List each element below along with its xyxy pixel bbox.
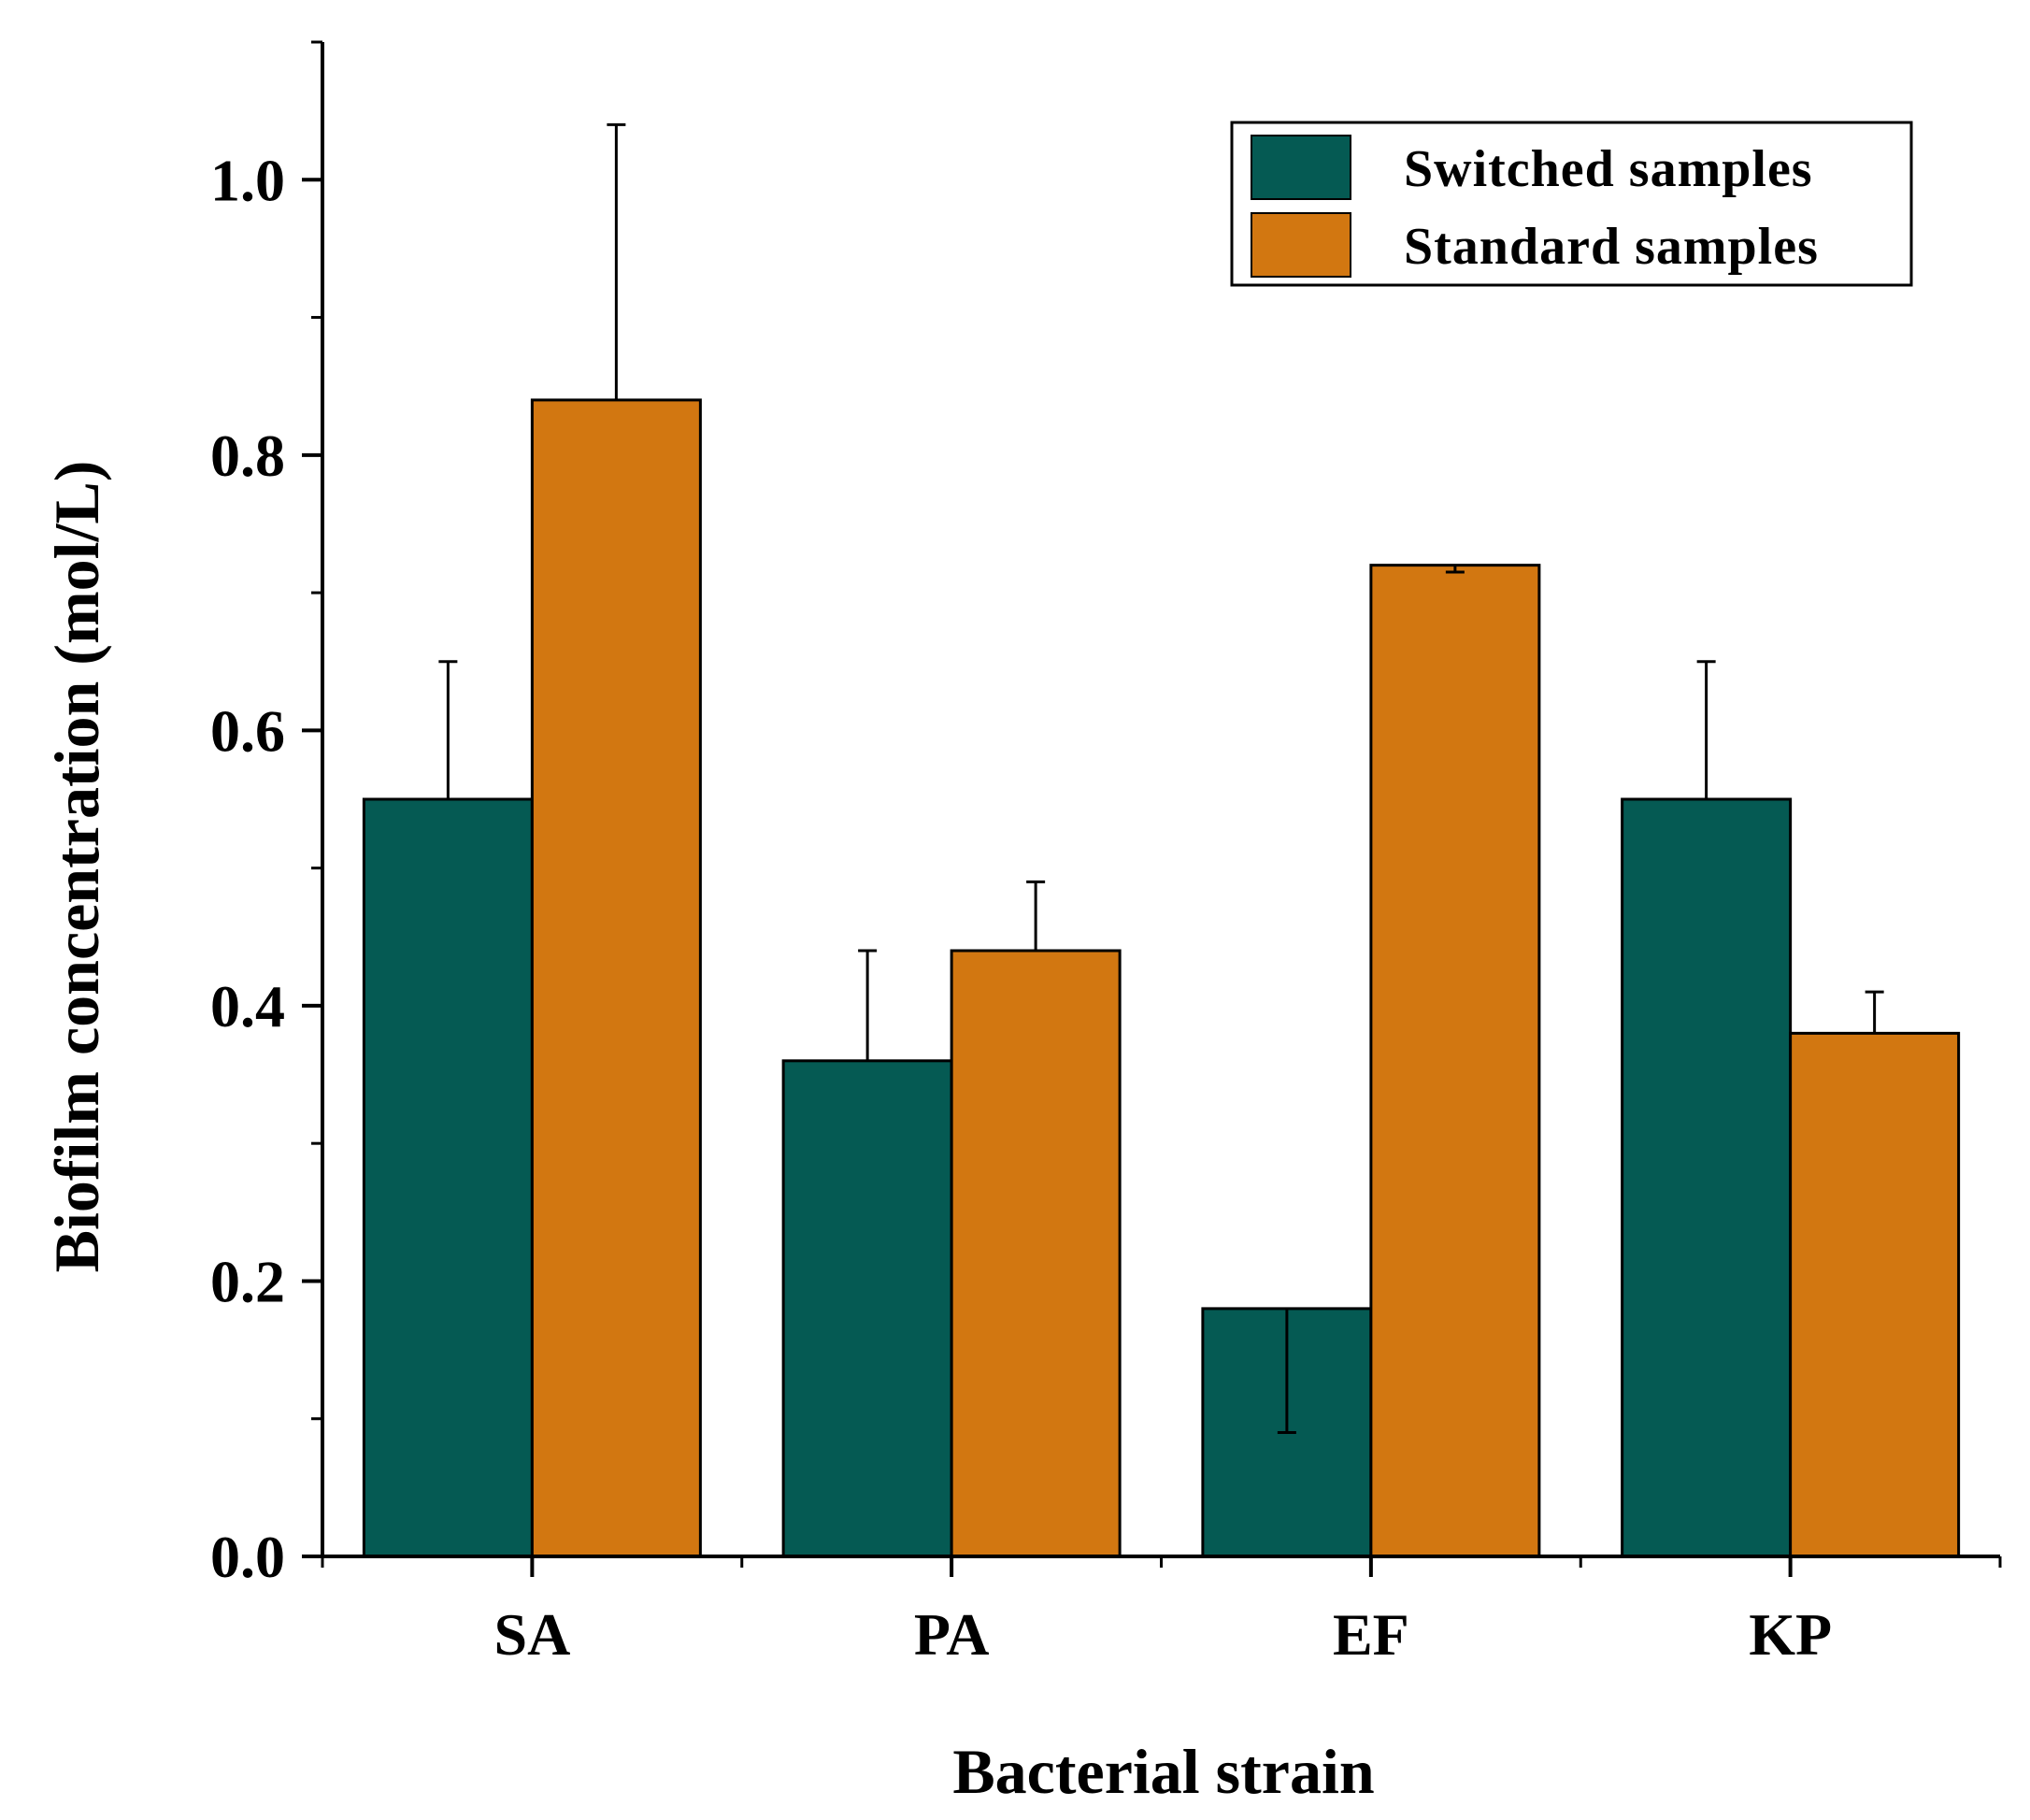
- error-bars-layer: [438, 122, 1884, 1434]
- bar-pa-switched: [781, 1059, 953, 1558]
- y-tick-label: 0.0: [210, 1524, 285, 1590]
- x-tick-label-kp: KP: [1749, 1601, 1832, 1668]
- axes-layer: [302, 40, 2002, 1577]
- legend-swatch-standard: [1251, 212, 1351, 278]
- x-axis-title: Bacterial strain: [952, 1736, 1374, 1807]
- bar-kp-standard: [1789, 1031, 1961, 1558]
- y-axis-title: Biofilm concentration (mol/L): [41, 461, 112, 1273]
- y-tick-label: 1.0: [210, 147, 285, 213]
- bar-ef-standard: [1369, 564, 1541, 1558]
- y-tick-label: 0.2: [210, 1248, 285, 1314]
- y-tick-label: 0.8: [210, 423, 285, 489]
- legend-swatch-switched: [1251, 135, 1351, 200]
- legend-label-standard: Standard samples: [1404, 218, 1819, 276]
- x-tick-label-pa: PA: [914, 1601, 990, 1668]
- x-tick-label-ef: EF: [1333, 1601, 1409, 1668]
- bar-sa-standard: [530, 398, 702, 1558]
- y-tick-label: 0.4: [210, 973, 285, 1039]
- bar-pa-standard: [950, 949, 1122, 1558]
- bar-sa-switched: [362, 797, 534, 1558]
- legend: Switched samples Standard samples: [1230, 121, 1913, 287]
- y-tick-label: 0.6: [210, 697, 285, 764]
- labels-layer: SA PA EF KP 0.0 0.2 0.4 0.6 0.8 1.0: [210, 147, 1832, 1668]
- bars-layer: [362, 398, 1961, 1558]
- bar-kp-switched: [1621, 797, 1793, 1558]
- x-tick-label-sa: SA: [493, 1601, 570, 1668]
- legend-label-switched: Switched samples: [1404, 140, 1813, 198]
